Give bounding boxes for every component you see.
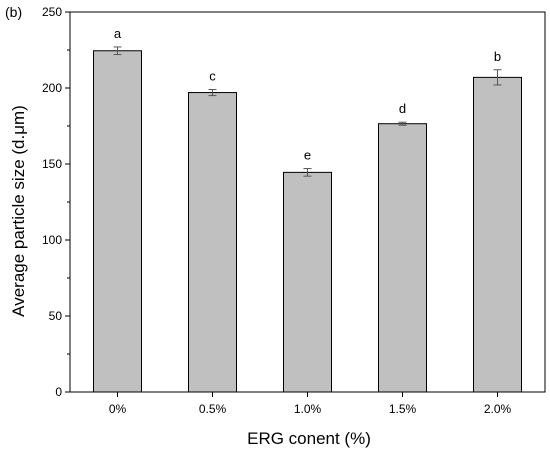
y-tick-label: 250 — [42, 5, 62, 19]
x-tick-label: 1.0% — [294, 402, 322, 416]
x-axis: 0% 0.5% 1.0% 1.5% 2.0% — [109, 392, 512, 416]
error-bar — [113, 46, 122, 56]
significance-label: d — [399, 101, 406, 116]
x-tick-label: 0.5% — [199, 402, 227, 416]
panel-label: (b) — [5, 4, 22, 20]
bar — [283, 171, 332, 393]
y-axis: 0 50 100 150 200 250 — [42, 5, 70, 399]
significance-label: b — [494, 49, 501, 64]
y-tick-label: 50 — [49, 309, 63, 323]
error-bar — [208, 89, 217, 97]
bar — [378, 123, 427, 393]
x-tick-label: 2.0% — [484, 402, 512, 416]
bar — [473, 76, 522, 393]
x-tick-label: 1.5% — [389, 402, 417, 416]
plot-frame — [69, 11, 546, 393]
significance-label: a — [114, 26, 122, 41]
y-tick-label: 150 — [42, 157, 62, 171]
y-tick-label: 100 — [42, 233, 62, 247]
significance-label: c — [209, 69, 216, 84]
y-axis-title: Average particle size (d.μm) — [9, 105, 28, 317]
y-tick-label: 0 — [55, 385, 62, 399]
error-bar — [493, 69, 502, 86]
x-tick-label: 0% — [109, 402, 127, 416]
bars: a c e d b — [93, 26, 522, 393]
error-bar — [398, 121, 407, 126]
error-bar — [303, 168, 312, 177]
bar — [188, 92, 237, 393]
significance-label: e — [304, 148, 311, 163]
y-tick-label: 200 — [42, 81, 62, 95]
x-axis-title: ERG conent (%) — [247, 429, 371, 448]
bar — [93, 50, 142, 393]
